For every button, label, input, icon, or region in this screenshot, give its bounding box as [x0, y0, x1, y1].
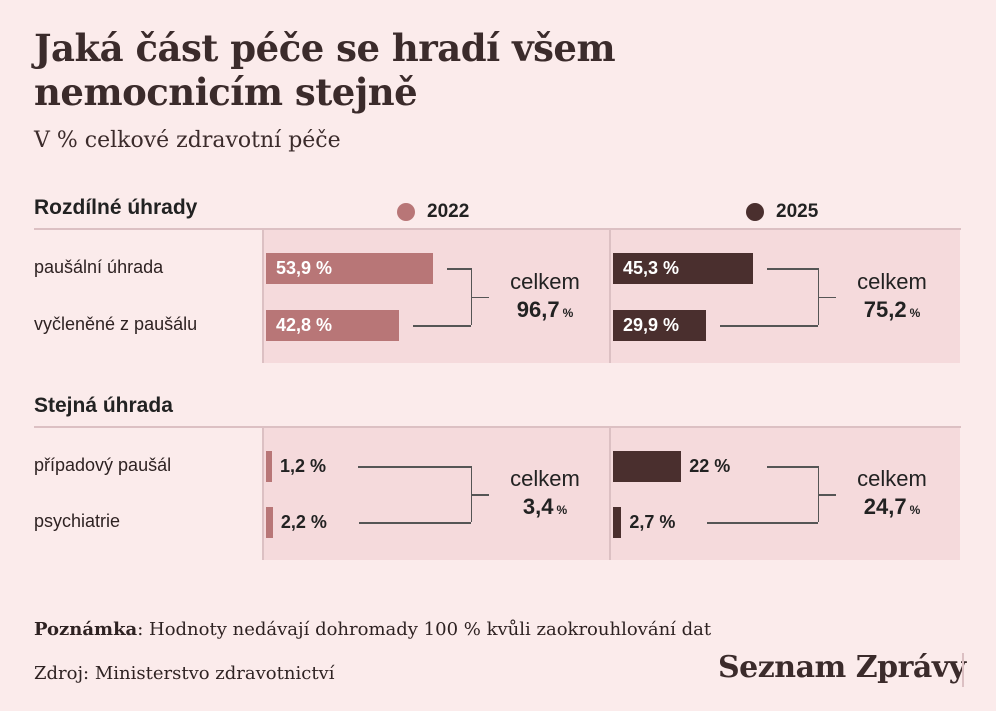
- total-label: celkem 75,2%: [842, 269, 942, 325]
- bar-2025: [613, 507, 622, 538]
- total-label: celkem 96,7%: [495, 269, 595, 325]
- chart-note: Poznámka: Hodnoty nedávají dohromady 100…: [34, 619, 711, 640]
- section-rule: [34, 228, 961, 230]
- bracket-line: [471, 494, 489, 496]
- legend-2022: 2022: [397, 201, 469, 223]
- logo-divider: [962, 653, 964, 687]
- bracket-line: [818, 296, 836, 298]
- bar-2022: [266, 507, 273, 538]
- note-text: : Hodnoty nedávají dohromady 100 % kvůli…: [137, 619, 712, 640]
- total-caption: celkem: [510, 466, 580, 491]
- bracket-line: [447, 268, 471, 270]
- bar-2022: [266, 253, 434, 284]
- bracket-line: [767, 466, 818, 468]
- legend-label-2022: 2022: [427, 201, 470, 222]
- bracket-line: [471, 296, 489, 298]
- bar-value-label: 2,7 %: [629, 512, 676, 532]
- row-label: paušální úhrada: [34, 257, 164, 277]
- legend-dot-2025: [746, 203, 764, 221]
- legend-2025: 2025: [746, 201, 818, 223]
- row-label: psychiatrie: [34, 511, 121, 531]
- section-rule: [34, 426, 961, 428]
- total-unit: %: [562, 305, 574, 320]
- total-value: 3,4: [522, 494, 554, 519]
- bar-2022: [266, 451, 272, 482]
- bar-2025: [613, 253, 754, 284]
- panel-divider: [609, 428, 611, 560]
- chart-title: Jaká část péče se hradí všem nemocnicím …: [34, 26, 616, 114]
- bar-value-label: 2,2 %: [280, 512, 327, 532]
- note-label: Poznámka: [34, 619, 138, 640]
- bar-2025: [613, 310, 706, 341]
- total-caption: celkem: [857, 466, 927, 491]
- bracket-line: [412, 325, 471, 327]
- panel-2022: [263, 428, 613, 560]
- section-title: Stejná úhrada: [34, 394, 173, 417]
- total-value: 96,7: [516, 296, 560, 322]
- chart-source: Zdroj: Ministerstvo zdravotnictví: [34, 663, 335, 684]
- panel-2025: [610, 428, 960, 560]
- legend-label-2025: 2025: [776, 201, 819, 222]
- bracket-line: [767, 268, 818, 270]
- section-title: Rozdílné úhrady: [34, 196, 198, 219]
- bar-value-label: 45,3 %: [623, 258, 680, 278]
- bar-value-label: 22 %: [689, 456, 731, 476]
- total-unit: %: [556, 503, 568, 517]
- total-value: 75,2: [863, 296, 907, 322]
- bar-value-label: 53,9 %: [276, 258, 333, 278]
- total-label: celkem 24,7%: [842, 466, 942, 522]
- bar-value-label: 42,8 %: [276, 315, 333, 335]
- total-label: celkem 3,4%: [495, 466, 595, 522]
- legend-dot-2022: [397, 203, 415, 221]
- bracket-line: [358, 522, 471, 524]
- total-caption: celkem: [857, 268, 927, 294]
- bracket-line: [707, 522, 818, 524]
- bar-value-label: 1,2 %: [280, 456, 327, 476]
- row-label: případový paušál: [34, 455, 172, 475]
- total-caption: celkem: [510, 268, 580, 294]
- chart-subtitle: V % celkové zdravotní péče: [34, 128, 341, 153]
- panel-divider: [262, 428, 264, 560]
- bracket-line: [719, 325, 818, 327]
- panel-divider: [609, 230, 611, 363]
- logo: Seznam Zprávy: [718, 650, 966, 685]
- total-unit: %: [909, 305, 921, 320]
- panel-divider: [262, 230, 264, 363]
- total-value: 24,7: [863, 494, 907, 519]
- bar-2022: [266, 310, 399, 341]
- bar-value-label: 29,9 %: [623, 315, 680, 335]
- bracket-line: [358, 466, 471, 468]
- bracket-line: [818, 494, 836, 496]
- total-unit: %: [909, 503, 921, 517]
- row-label: vyčleněné z paušálu: [34, 314, 198, 334]
- bar-2025: [613, 451, 682, 482]
